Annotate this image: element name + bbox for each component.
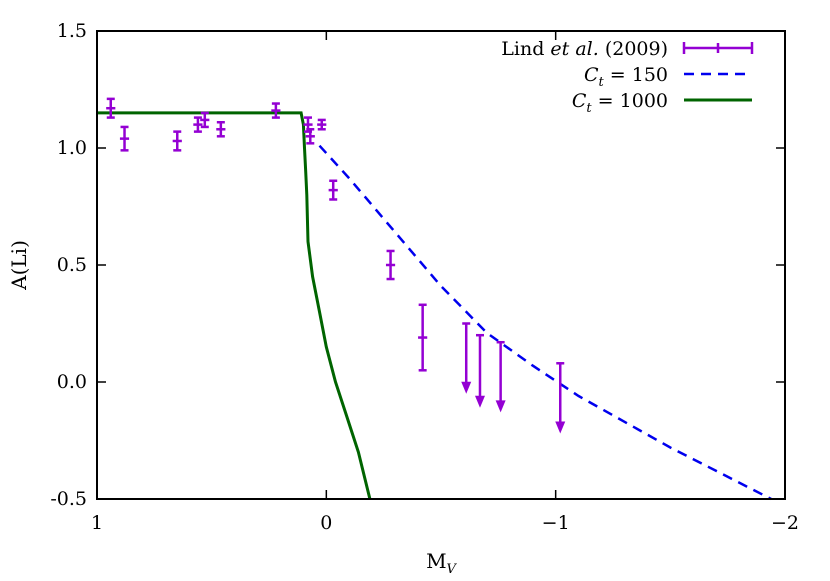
axes-ticks: 1 0 −1 −2 -0.5 0.0 0.5 1.0 1.5	[50, 20, 799, 534]
y-tick-label-3: 1.0	[57, 137, 87, 159]
legend: Lind et al. (2009) Ct = 150 Ct = 1000	[501, 38, 754, 116]
plot-frame	[96, 30, 786, 500]
series-line-2	[97, 111, 372, 500]
legend-label-lind: Lind et al. (2009)	[501, 38, 668, 60]
legend-ct1000-var: C	[572, 90, 587, 112]
legend-lind-italic: et al.	[550, 38, 598, 60]
legend-ct1000-sub: t	[586, 101, 592, 116]
legend-label-ct150: Ct = 150	[584, 64, 668, 90]
upper-limit-arrowhead-0	[461, 381, 472, 394]
legend-lind-rest: (2009)	[599, 38, 668, 60]
x-axis-title-sub: V	[447, 562, 458, 577]
series-line-1	[318, 144, 772, 501]
legend-ct150-rest: = 150	[604, 64, 668, 86]
upper-limit-arrowhead-2	[495, 400, 506, 413]
plot-area	[97, 97, 772, 501]
legend-ct150-var: C	[584, 64, 599, 86]
x-axis-title: MV	[426, 549, 457, 577]
x-tick-label-0: 1	[91, 512, 103, 534]
upper-limit-arrowhead-3	[555, 421, 566, 434]
upper-limit-arrowhead-1	[474, 395, 485, 408]
y-tick-label-1: 0.0	[57, 371, 87, 393]
legend-lind-main: Lind	[501, 38, 550, 60]
y-tick-label-2: 0.5	[57, 254, 87, 276]
x-tick-label-3: −2	[771, 512, 799, 534]
legend-label-ct1000: Ct = 1000	[572, 90, 668, 116]
x-axis-title-main: M	[426, 549, 446, 573]
y-tick-label-0: -0.5	[50, 488, 87, 510]
y-axis-title: A(Li)	[7, 240, 31, 291]
legend-ct150-sub: t	[599, 75, 605, 90]
x-tick-label-1: 0	[320, 512, 332, 534]
y-tick-label-4: 1.5	[57, 20, 87, 42]
legend-ct1000-rest: = 1000	[592, 90, 668, 112]
x-tick-label-2: −1	[542, 512, 570, 534]
